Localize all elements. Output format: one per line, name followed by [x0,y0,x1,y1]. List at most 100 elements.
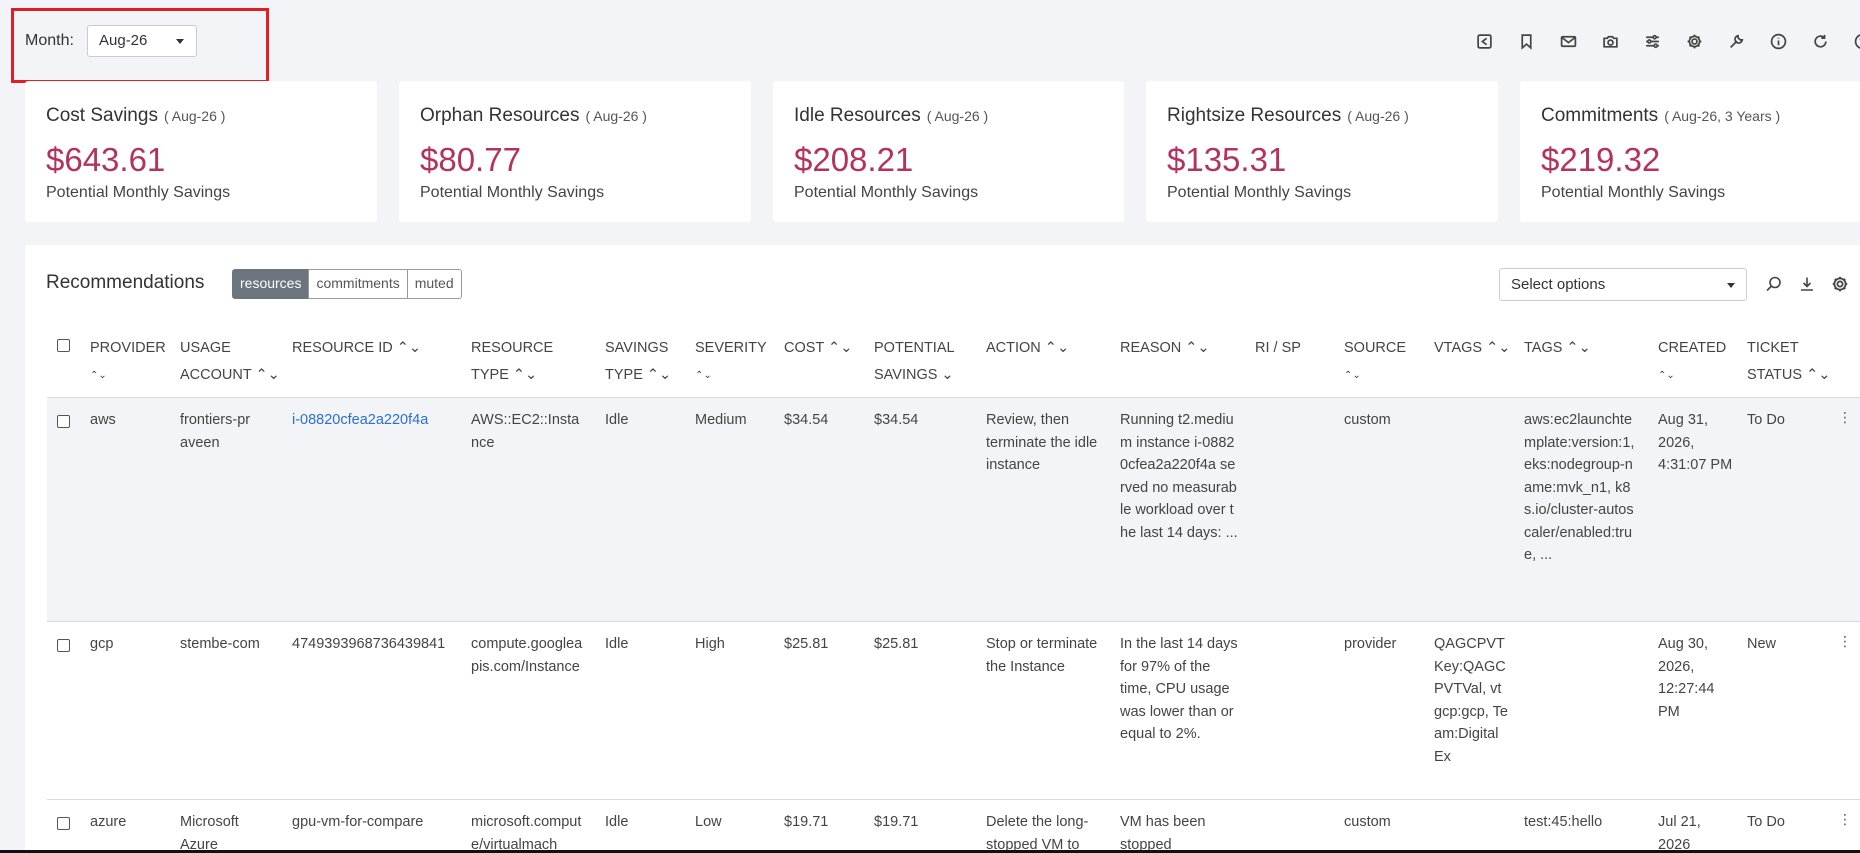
cell-usage-account: frontiers-praveen [180,412,251,451]
month-label: Month: [25,32,74,49]
card-value: $80.77 [420,141,521,178]
cell-action: Stop or terminate the Instance [986,636,1098,675]
row-menu-icon[interactable]: ⋮ [1838,634,1852,648]
cell-severity: Low [695,814,722,830]
bookmark-icon[interactable] [1505,31,1547,51]
cell-ticket-status: To Do [1747,412,1785,428]
column-header-reason[interactable]: REASON ⌃⌄ [1120,340,1210,356]
card-period: ( Aug-26 ) [585,108,647,124]
tab-resources[interactable]: resources [232,269,310,299]
cell-cost: $25.81 [784,636,829,652]
card-commitments[interactable]: Commitments( Aug-26, 3 Years ) $219.32 P… [1520,81,1860,222]
wrench-icon[interactable] [1715,31,1757,51]
cell-reason: Running t2.medium instance i-08820cfea2a… [1120,412,1238,541]
download-icon[interactable] [1798,275,1816,293]
info-icon[interactable] [1757,31,1799,51]
card-caption: Potential Monthly Savings [794,184,979,201]
card-caption: Potential Monthly Savings [1541,184,1726,201]
cell-tags: test:45:hello [1524,814,1603,830]
recommendations-title: Recommendations [46,272,205,293]
cell-created: Jul 21, 2026 [1658,814,1701,850]
month-select[interactable]: Aug-26 [87,25,197,57]
row-checkbox[interactable] [57,415,70,428]
row-menu-icon[interactable]: ⋮ [1838,410,1852,424]
cell-provider: gcp [90,636,114,652]
column-header-provider[interactable]: PROVIDER ⌃⌄ [90,340,166,381]
card-title: Orphan Resources( Aug-26 ) [420,105,647,126]
table-settings-icon[interactable] [1831,275,1849,293]
cell-resource-id: gpu-vm-for-compare [292,814,424,830]
column-header-ticket-status[interactable]: TICKET STATUS ⌃⌄ [1747,340,1831,383]
search-icon[interactable] [1765,275,1783,293]
tab-commitments[interactable]: commitments [308,269,408,299]
column-header-resource-type[interactable]: RESOURCE TYPE ⌃⌄ [471,340,554,383]
column-header-source[interactable]: SOURCE ⌃⌄ [1344,340,1407,381]
cell-created: Aug 30, 2026, 12:27:44 PM [1658,636,1715,720]
card-caption: Potential Monthly Savings [420,184,605,201]
recommendations-tabs: resources commitments muted [232,269,462,299]
row-menu-icon[interactable]: ⋮ [1838,812,1852,826]
card-value: $135.31 [1167,141,1287,178]
toolbar [1463,31,1860,51]
filter-select[interactable]: Select options [1499,268,1747,301]
cell-provider: aws [90,412,116,428]
mail-icon[interactable] [1547,31,1589,51]
cell-ticket-status: New [1747,636,1777,652]
column-header-tags[interactable]: TAGS ⌃⌄ [1524,340,1591,356]
cell-reason: VM has been stopped [1120,814,1206,850]
cell-savings-type: Idle [605,814,629,830]
card-title: Idle Resources( Aug-26 ) [794,105,989,126]
chevron-down-icon [1727,283,1735,288]
column-header-savings-type[interactable]: SAVINGS TYPE ⌃⌄ [605,340,672,383]
cell-source: custom [1344,412,1391,428]
cell-savings-type: Idle [605,412,629,428]
column-header-resource-id[interactable]: RESOURCE ID ⌃⌄ [292,340,422,356]
cell-provider: azure [90,814,127,830]
row-checkbox[interactable] [57,639,70,652]
share-icon[interactable] [1463,31,1505,51]
month-select-value: Aug-26 [99,32,148,49]
refresh-icon[interactable] [1799,31,1841,51]
cell-source: custom [1344,814,1391,830]
card-value: $208.21 [794,141,914,178]
column-header-vtags[interactable]: VTAGS ⌃⌄ [1434,340,1511,356]
cell-vtags: QAGCPVTKey:QAGCPVTVal, vtgcp:gcp, Team:D… [1434,636,1508,765]
sliders-icon[interactable] [1631,31,1673,51]
column-header-created[interactable]: CREATED ⌃⌄ [1658,340,1727,381]
column-header-potential-savings[interactable]: POTENTIAL SAVINGS ⌄ [874,340,955,383]
cell-resource-id: 474939396873643984​1 [292,636,446,652]
card-orphan-resources[interactable]: Orphan Resources( Aug-26 ) $80.77 Potent… [399,81,751,222]
resource-id-link[interactable]: i-08820cfea2a220f4a [292,412,429,428]
cell-cost: $19.71 [784,814,829,830]
cell-potential-savings: $34.54 [874,412,919,428]
camera-icon[interactable] [1589,31,1631,51]
select-all-checkbox[interactable] [57,339,70,352]
column-header-usage-account[interactable]: USAGE ACCOUNT ⌃⌄ [180,340,280,383]
cell-potential-savings: $19.71 [874,814,919,830]
table-row[interactable] [47,398,1860,621]
row-checkbox[interactable] [57,817,70,830]
gear-icon[interactable] [1673,31,1715,51]
cell-created: Aug 31, 2026, 4:31:07 PM [1658,412,1733,473]
tab-muted[interactable]: muted [406,269,462,299]
card-value: $643.61 [46,141,166,178]
cell-resource-type: AWS::EC2::Instance [471,412,580,451]
card-period: ( Aug-26 ) [163,108,226,124]
column-header-severity[interactable]: SEVERITY ⌃⌄ [695,340,767,381]
bottom-edge [0,850,1860,853]
card-cost-savings[interactable]: Cost Savings( Aug-26 ) $643.61 Potential… [25,81,377,222]
column-header-action[interactable]: ACTION ⌃⌄ [986,340,1070,356]
card-caption: Potential Monthly Savings [46,184,231,201]
card-rightsize-resources[interactable]: Rightsize Resources( Aug-26 ) $135.31 Po… [1146,81,1498,222]
row-divider [47,621,1860,622]
card-caption: Potential Monthly Savings [1167,184,1352,201]
column-header-ri-sp[interactable]: RI / SP [1255,340,1301,356]
column-header-cost[interactable]: COST ⌃⌄ [784,340,853,356]
help-icon[interactable] [1841,31,1860,51]
card-idle-resources[interactable]: Idle Resources( Aug-26 ) $208.21 Potenti… [773,81,1124,222]
card-title: Cost Savings( Aug-26 ) [46,105,226,126]
cell-savings-type: Idle [605,636,629,652]
card-period: ( Aug-26 ) [926,108,989,124]
card-title: Commitments( Aug-26, 3 Years ) [1541,105,1781,126]
